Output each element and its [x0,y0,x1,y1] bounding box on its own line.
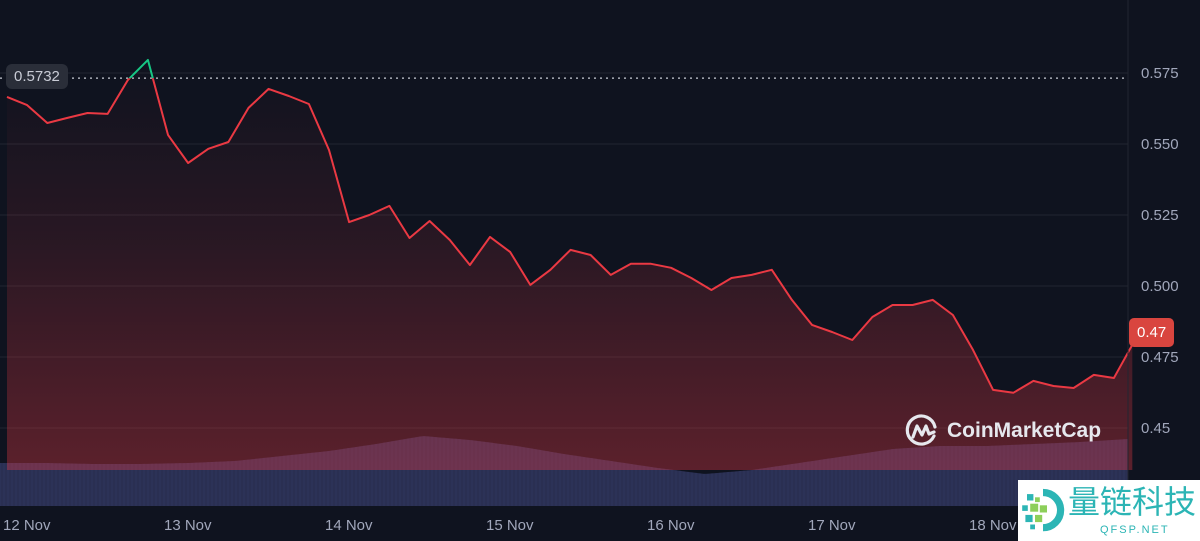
y-tick-label: 0.475 [1141,349,1179,366]
watermark-subtitle: QFSP.NET [1100,524,1170,536]
coinmarketcap-watermark: CoinMarketCap [905,414,1101,448]
x-tick-label: 12 Nov [3,517,51,534]
watermark-title: 量链科技 [1068,483,1197,521]
x-tick-label: 16 Nov [647,517,695,534]
price-area-fill [7,59,1133,471]
x-tick-label: 17 Nov [808,517,856,534]
y-tick-label: 0.575 [1141,65,1179,82]
y-tick-label: 0.525 [1141,207,1179,224]
coinmarketcap-text: CoinMarketCap [947,419,1102,442]
x-tick-label: 18 Nov [969,517,1017,534]
qfsp-logo-icon [1022,488,1065,532]
x-tick-label: 15 Nov [486,517,534,534]
x-tick-label: 13 Nov [164,517,212,534]
y-tick-label: 0.550 [1141,136,1179,153]
reference-price-label: 0.5732 [6,64,68,89]
y-tick-label: 0.500 [1141,278,1179,295]
qfsp-watermark: 量链科技 QFSP.NET [1018,480,1200,541]
price-line-below-reference [6,78,1134,394]
x-tick-label: 14 Nov [325,517,373,534]
y-tick-label: 0.45 [1141,420,1170,437]
coinmarketcap-logo-icon [905,414,937,446]
last-price-label: 0.47 [1129,318,1175,347]
